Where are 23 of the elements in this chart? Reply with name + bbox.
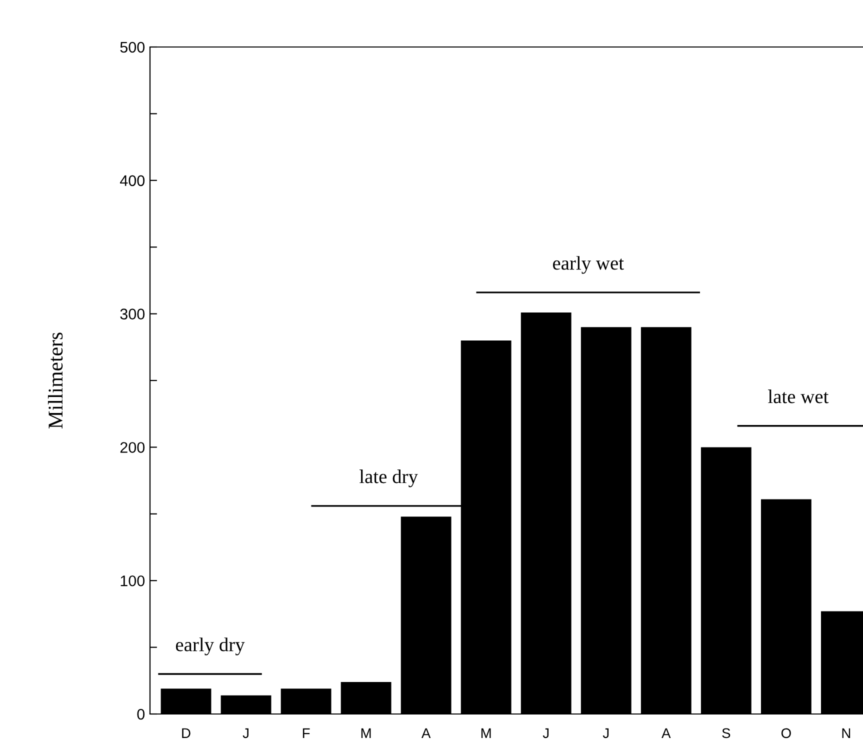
x-tick-label: J [602, 728, 609, 738]
x-tick-label: J [542, 728, 549, 738]
y-axis-title: Millimeters [48, 332, 63, 429]
x-tick-label: M [481, 728, 491, 738]
annotation: late wet [768, 390, 829, 404]
x-tick-label: A [421, 728, 431, 738]
x-tick-label: S [722, 728, 730, 738]
x-tick-label: M [361, 728, 371, 738]
y-tick-label: 400 [120, 175, 145, 186]
x-tick-label: N [842, 728, 850, 738]
y-tick-label: 100 [120, 575, 145, 586]
annotation: early dry [176, 638, 245, 656]
annotation: early wet [552, 256, 624, 274]
x-tick-label: F [302, 728, 310, 738]
annotation: late dry [360, 470, 418, 488]
y-tick-label: 0 [137, 708, 145, 720]
y-tick-label: 200 [120, 442, 145, 453]
y-tick-label: 500 [120, 42, 145, 53]
x-tick-label: J [242, 728, 248, 738]
x-tick-label: A [662, 728, 671, 738]
y-tick-label: 300 [120, 308, 145, 320]
x-tick-label: D [182, 728, 190, 738]
x-tick-label: O [781, 728, 791, 738]
